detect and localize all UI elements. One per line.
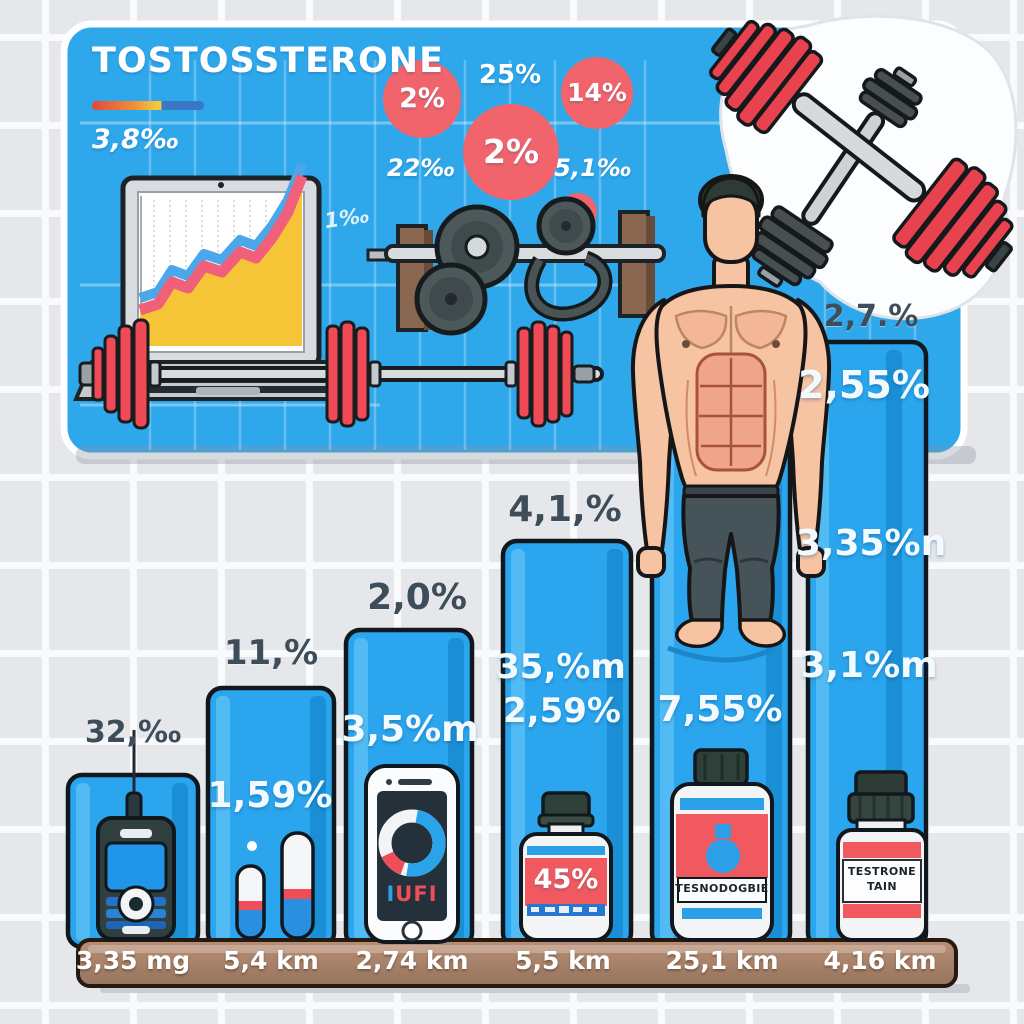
stat-51permille: 5,1‰ bbox=[554, 154, 632, 182]
barbell-icon bbox=[78, 318, 604, 430]
bubble-left bbox=[383, 60, 461, 138]
bar5-inner-value: 7,55% bbox=[657, 689, 783, 730]
stat-22permille: 22‰ bbox=[386, 154, 456, 182]
bubble-left-value: 2% bbox=[399, 83, 445, 114]
phone-app-label: IUFI bbox=[386, 884, 437, 905]
axis-label-4: 5,5 km bbox=[515, 946, 611, 975]
bubble-center-value: 2% bbox=[482, 132, 540, 171]
laptop-area-chart-blue bbox=[138, 162, 307, 303]
supplement-bottle-45-icon bbox=[519, 791, 613, 942]
red-dumbbell-icon bbox=[709, 19, 1014, 279]
laptop-area-chart-red bbox=[138, 174, 308, 316]
two-capsules-icon bbox=[235, 831, 315, 940]
bar2-inner-value: 1,59% bbox=[207, 775, 333, 816]
bar-2 bbox=[205, 685, 337, 950]
bar6-inner-value-3: 3,1%m bbox=[800, 645, 938, 686]
bar3-label-above: 2,0% bbox=[367, 577, 467, 618]
bottle6-brand-line2: TAIN bbox=[866, 880, 898, 893]
bar1-label-above: 32,‰ bbox=[84, 715, 182, 750]
bubble-center bbox=[463, 104, 559, 200]
donut-blue-segment bbox=[406, 810, 446, 877]
supplement-bottle-testo-icon bbox=[670, 748, 774, 942]
right-foot bbox=[738, 618, 787, 648]
bench-press-machine-icon bbox=[366, 196, 666, 336]
axis-label-5: 25,1 km bbox=[665, 946, 779, 975]
bar3-inner-value: 3,5%m bbox=[341, 709, 479, 750]
axis-label-3: 2,74 km bbox=[355, 946, 469, 975]
percentage-bubbles bbox=[383, 57, 633, 231]
bar6-label-above: 2,7.% bbox=[823, 299, 919, 334]
bar2-label-above: 11,% bbox=[223, 633, 319, 673]
stat-25pct: 25% bbox=[478, 60, 542, 90]
old-mobile-phone-icon bbox=[96, 730, 176, 941]
baseline-bar bbox=[76, 938, 970, 993]
axis-label-1: 3,35 mg bbox=[75, 946, 191, 975]
face bbox=[703, 190, 759, 264]
axis-label-6: 4,16 km bbox=[823, 946, 937, 975]
left-foot bbox=[675, 618, 724, 649]
bubble-right-value: 14% bbox=[567, 78, 627, 107]
laptop-area-chart-yellow bbox=[140, 176, 302, 346]
smartphone-donut-chart-icon bbox=[364, 764, 460, 944]
bar-top-shadow bbox=[667, 645, 776, 663]
supplement-bottle-tain-icon bbox=[836, 770, 928, 942]
muscular-man-illustration bbox=[630, 174, 832, 649]
phone-app-label-rest: UFI bbox=[395, 882, 438, 906]
phone-app-label-first: I bbox=[386, 882, 396, 906]
bottle4-percent-label: 45% bbox=[533, 864, 599, 895]
leggings bbox=[681, 494, 781, 624]
bar4-inner-value-1: 35,%m bbox=[496, 647, 626, 687]
bar4-inner-value-2: 2,59% bbox=[503, 691, 621, 731]
crossed-dumbbells-sticker bbox=[709, 14, 1018, 321]
bubble-right bbox=[561, 57, 633, 129]
stat-top-left: 3,8‰ bbox=[92, 124, 180, 155]
donut-red-segment bbox=[381, 851, 406, 875]
infographic-title: TOSTOSSTERONE bbox=[92, 41, 444, 81]
bottle5-brand-label: TESNODOGBIE bbox=[675, 882, 769, 895]
bar6-inner-value-1: 2,55% bbox=[798, 363, 930, 407]
title-underline-gradient bbox=[92, 101, 204, 110]
bottle6-brand-line1: TESTRONE bbox=[847, 865, 917, 878]
axis-label-2: 5,4 km bbox=[223, 946, 319, 975]
bar6-inner-value-2: 3,35%n bbox=[795, 523, 947, 564]
hair bbox=[701, 176, 761, 218]
bar4-label-above: 4,1,% bbox=[508, 489, 622, 530]
garbled-label-text bbox=[531, 906, 597, 913]
